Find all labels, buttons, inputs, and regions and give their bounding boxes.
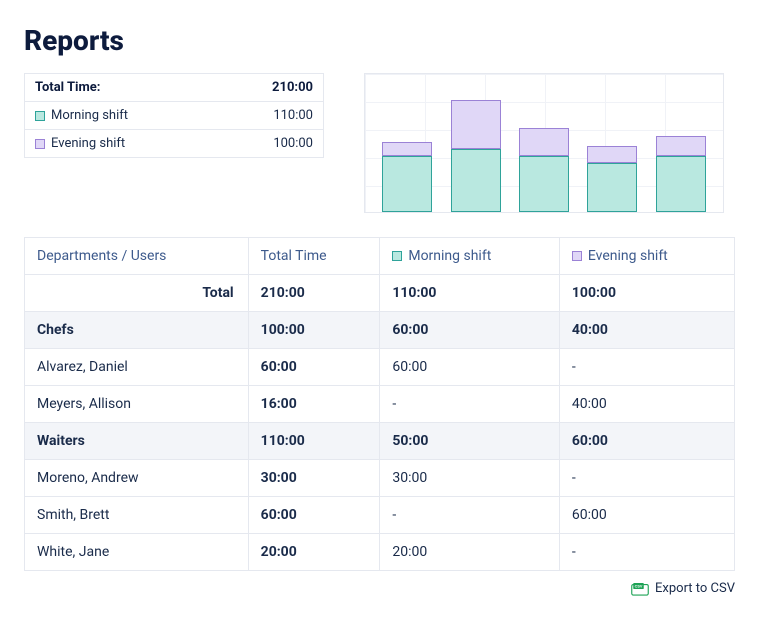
csv-icon: CSV	[631, 582, 649, 596]
shift-swatch-icon	[35, 139, 45, 149]
export-csv-label: Export to CSV	[655, 581, 735, 596]
table-cell-label: Waiters	[25, 423, 249, 460]
table-cell-evening: 100:00	[559, 275, 734, 312]
chart-bar-segment-morning	[451, 149, 501, 212]
table-cell-label: Moreno, Andrew	[25, 460, 249, 497]
chart-bar-segment-morning	[656, 156, 706, 212]
table-cell-morning: 110:00	[380, 275, 560, 312]
table-column-label: Departments / Users	[37, 248, 166, 264]
table-cell-evening: 40:00	[559, 312, 734, 349]
chart-bar-segment-evening	[656, 136, 706, 156]
chart-bar	[656, 136, 706, 212]
export-area: CSV Export to CSV	[24, 581, 735, 600]
chart-bar-segment-evening	[451, 100, 501, 149]
chart-bar-segment-morning	[519, 156, 569, 212]
svg-text:CSV: CSV	[635, 584, 643, 588]
table-cell-morning: 50:00	[380, 423, 560, 460]
table-row: Chefs100:0060:0040:00	[25, 312, 735, 349]
table-row: Moreno, Andrew30:0030:00-	[25, 460, 735, 497]
shift-swatch-icon	[392, 251, 402, 261]
table-cell-label: White, Jane	[25, 534, 249, 571]
summary-panel: Total Time: 210:00 Morning shift 110:00 Ev…	[24, 73, 324, 158]
shift-swatch-icon	[35, 111, 45, 121]
table-row: Alvarez, Daniel60:0060:00-	[25, 349, 735, 386]
summary-total-label: Total Time:	[35, 80, 100, 95]
table-cell-evening: 60:00	[559, 423, 734, 460]
chart-bar-segment-morning	[382, 156, 432, 212]
summary-shift-value: 110:00	[273, 108, 313, 123]
table-cell-total: 60:00	[248, 349, 380, 386]
summary-shift-label: Morning shift	[35, 108, 128, 123]
table-column-label: Total Time	[261, 248, 327, 264]
chart-bar	[451, 100, 501, 212]
summary-shift-row: Evening shift 100:00	[25, 130, 323, 157]
table-cell-total: 210:00	[248, 275, 380, 312]
stacked-bar-chart	[364, 73, 724, 213]
table-row: Meyers, Allison16:00-40:00	[25, 386, 735, 423]
table-cell-morning: 20:00	[380, 534, 560, 571]
shift-swatch-icon	[572, 251, 582, 261]
chart-bar	[382, 142, 432, 212]
chart-panel	[364, 73, 735, 213]
table-header-row: Departments / Users Total Time Morning shi…	[25, 238, 735, 275]
summary-and-chart: Total Time: 210:00 Morning shift 110:00 Ev…	[24, 73, 735, 213]
summary-total-value: 210:00	[272, 80, 313, 95]
table-row: Total210:00110:00100:00	[25, 275, 735, 312]
table-cell-evening: -	[559, 534, 734, 571]
table-cell-label: Total	[25, 275, 249, 312]
table-cell-evening: -	[559, 349, 734, 386]
chart-bar-segment-morning	[587, 163, 637, 212]
table-cell-label: Smith, Brett	[25, 497, 249, 534]
table-row: Smith, Brett60:00-60:00	[25, 497, 735, 534]
export-csv-button[interactable]: CSV Export to CSV	[631, 581, 735, 596]
table-column-header: Departments / Users	[25, 238, 249, 275]
summary-shift-value: 100:00	[273, 136, 313, 151]
table-cell-total: 110:00	[248, 423, 380, 460]
table-row: Waiters110:0050:0060:00	[25, 423, 735, 460]
table-column-header: Total Time	[248, 238, 380, 275]
table-cell-morning: 60:00	[380, 312, 560, 349]
table-cell-evening: 40:00	[559, 386, 734, 423]
summary-total-row: Total Time: 210:00	[25, 74, 323, 102]
chart-bar-segment-evening	[382, 142, 432, 156]
table-cell-evening: 60:00	[559, 497, 734, 534]
table-cell-morning: -	[380, 497, 560, 534]
summary-shift-row: Morning shift 110:00	[25, 102, 323, 130]
chart-bar-segment-evening	[587, 146, 637, 163]
table-column-header: Evening shift	[559, 238, 734, 275]
chart-bar	[587, 146, 637, 212]
summary-shift-name: Morning shift	[51, 108, 128, 123]
summary-shift-label: Evening shift	[35, 136, 125, 151]
table-cell-total: 20:00	[248, 534, 380, 571]
table-cell-total: 16:00	[248, 386, 380, 423]
chart-bar-segment-evening	[519, 128, 569, 156]
table-cell-total: 30:00	[248, 460, 380, 497]
table-cell-morning: -	[380, 386, 560, 423]
table-cell-morning: 60:00	[380, 349, 560, 386]
table-cell-morning: 30:00	[380, 460, 560, 497]
table-cell-total: 60:00	[248, 497, 380, 534]
table-column-label: Evening shift	[588, 248, 668, 264]
table-cell-label: Meyers, Allison	[25, 386, 249, 423]
chart-bar	[519, 128, 569, 212]
table-cell-label: Alvarez, Daniel	[25, 349, 249, 386]
page-title: Reports	[24, 24, 735, 57]
table-cell-total: 100:00	[248, 312, 380, 349]
report-table: Departments / Users Total Time Morning shi…	[24, 237, 735, 571]
summary-shift-name: Evening shift	[51, 136, 125, 151]
table-column-label: Morning shift	[408, 248, 491, 264]
table-row: White, Jane20:0020:00-	[25, 534, 735, 571]
table-cell-label: Chefs	[25, 312, 249, 349]
table-cell-evening: -	[559, 460, 734, 497]
table-column-header: Morning shift	[380, 238, 560, 275]
